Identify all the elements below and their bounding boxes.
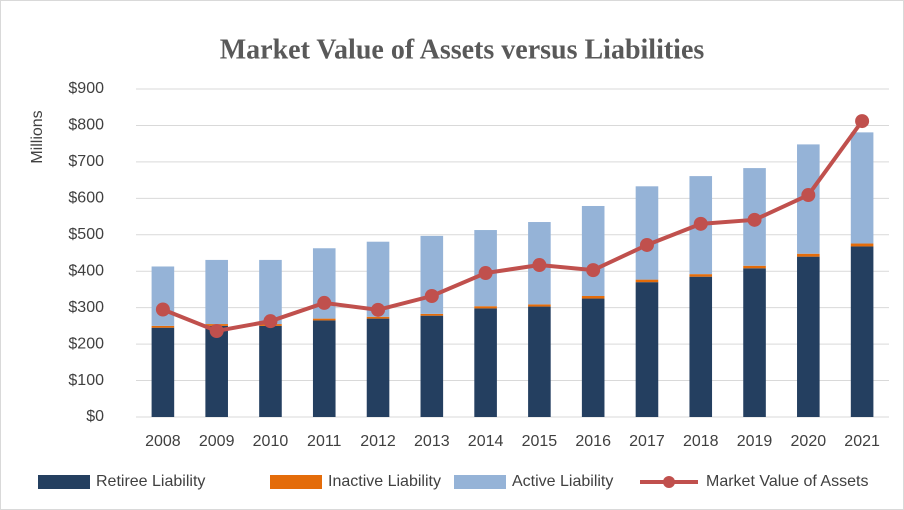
line-marker	[209, 323, 224, 338]
line-marker	[317, 295, 332, 310]
line-marker	[155, 302, 170, 317]
bar-segment	[366, 316, 390, 319]
y-tick-label: $100	[68, 372, 104, 389]
line-marker	[693, 216, 708, 231]
x-tick-label: 2014	[468, 433, 504, 450]
bar-segment	[151, 266, 175, 326]
legend-swatch	[270, 475, 322, 489]
line-marker	[371, 302, 386, 317]
bar-segment	[689, 274, 713, 277]
bar-segment	[312, 318, 336, 321]
legend-label: Market Value of Assets	[706, 473, 868, 490]
y-axis-label: Millions	[29, 110, 46, 163]
bar-segment	[205, 259, 228, 325]
bar-segment	[581, 298, 605, 417]
x-tick-label: 2018	[683, 433, 719, 450]
bar-segment	[151, 327, 175, 417]
bar-segment	[366, 318, 390, 417]
line-marker	[801, 188, 816, 203]
bar-segment	[474, 308, 497, 417]
x-tick-label: 2016	[575, 433, 611, 450]
bar-segment	[259, 325, 282, 417]
bar-segment	[420, 315, 444, 417]
bar-segment	[689, 276, 713, 417]
y-tick-label: $300	[68, 299, 104, 316]
bar-segment	[635, 282, 659, 417]
y-tick-label: $700	[68, 153, 104, 170]
x-tick-label: 2019	[737, 433, 773, 450]
x-tick-label: 2021	[844, 433, 880, 450]
x-tick-label: 2009	[199, 433, 235, 450]
bar-segment	[850, 246, 874, 417]
bar-segment	[581, 296, 605, 299]
legend-label: Retiree Liability	[96, 473, 205, 490]
line-marker	[478, 266, 493, 281]
x-tick-label: 2010	[253, 433, 289, 450]
bar-segment	[474, 306, 497, 309]
x-tick-label: 2013	[414, 433, 450, 450]
y-tick-label: $500	[68, 226, 104, 243]
legend-label: Inactive Liability	[328, 473, 441, 490]
y-tick-label: $400	[68, 262, 104, 279]
bar-segment	[797, 253, 820, 257]
bar-segment	[420, 313, 444, 316]
line-marker	[747, 212, 762, 227]
bar-segment	[205, 325, 228, 417]
bar-segment	[259, 259, 282, 325]
x-tick-label: 2011	[307, 433, 342, 450]
x-tick-label: 2015	[522, 433, 558, 450]
line-marker	[263, 314, 278, 329]
line-marker	[855, 114, 870, 129]
chart-title: Market Value of Assets versus Liabilitie…	[220, 34, 705, 65]
bar-segment	[635, 279, 659, 283]
x-tick-label: 2017	[629, 433, 665, 450]
bar-segment	[743, 268, 766, 417]
y-tick-label: $900	[68, 80, 104, 97]
bar-segment	[850, 243, 874, 247]
x-tick-label: 2008	[145, 433, 181, 450]
x-tick-label: 2020	[791, 433, 827, 450]
line-marker	[532, 258, 547, 273]
y-tick-label: $0	[86, 408, 104, 425]
legend-label: Active Liability	[512, 473, 613, 490]
bar-segment	[635, 186, 659, 280]
bar-segment	[850, 132, 874, 244]
y-tick-label: $200	[68, 335, 104, 352]
line-marker	[586, 263, 601, 278]
bar-segment	[528, 304, 551, 307]
bar-segment	[743, 265, 766, 269]
y-tick-label: $600	[68, 190, 104, 207]
legend-swatch	[663, 476, 675, 488]
y-tick-label: $800	[68, 117, 104, 134]
bar-segment	[312, 320, 336, 417]
x-tick-label: 2012	[360, 433, 396, 450]
legend-swatch	[38, 475, 90, 489]
bar-segment	[581, 205, 605, 297]
bar-segment	[366, 241, 390, 317]
bar-segment	[528, 306, 551, 417]
line-marker	[639, 237, 654, 252]
bar-segment	[797, 256, 820, 417]
line-marker	[424, 289, 439, 304]
legend-swatch	[454, 475, 506, 489]
line	[162, 119, 864, 334]
bar-segment	[151, 325, 175, 328]
